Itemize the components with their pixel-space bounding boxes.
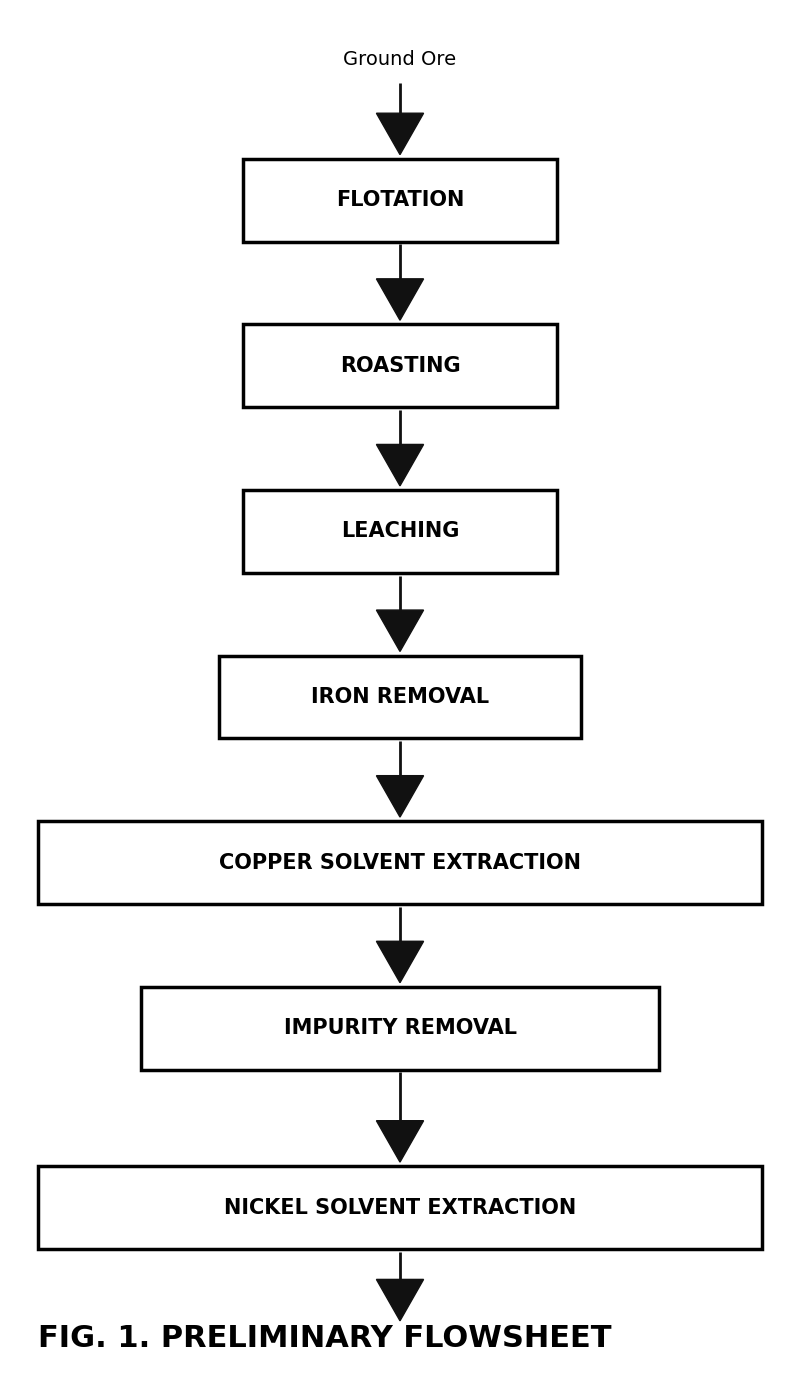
Bar: [242, 325, 558, 407]
Polygon shape: [377, 1121, 423, 1163]
Text: FLOTATION: FLOTATION: [336, 190, 464, 210]
Text: COPPER SOLVENT EXTRACTION: COPPER SOLVENT EXTRACTION: [219, 853, 581, 873]
Bar: [38, 1167, 762, 1249]
Polygon shape: [377, 279, 423, 321]
Bar: [219, 655, 581, 739]
Polygon shape: [377, 1280, 423, 1320]
Polygon shape: [377, 445, 423, 487]
Bar: [242, 159, 558, 241]
Text: Ground Ore: Ground Ore: [343, 50, 457, 70]
Polygon shape: [377, 775, 423, 817]
Text: NICKEL SOLVENT EXTRACTION: NICKEL SOLVENT EXTRACTION: [224, 1197, 576, 1217]
Text: ROASTING: ROASTING: [340, 355, 460, 376]
Polygon shape: [377, 611, 423, 651]
Polygon shape: [377, 113, 423, 155]
Bar: [242, 489, 558, 573]
Polygon shape: [377, 941, 423, 983]
Text: IRON REMOVAL: IRON REMOVAL: [311, 687, 489, 707]
Text: FIG. 1. PRELIMINARY FLOWSHEET: FIG. 1. PRELIMINARY FLOWSHEET: [38, 1323, 612, 1352]
Bar: [38, 821, 762, 905]
Text: LEACHING: LEACHING: [341, 521, 459, 541]
Text: IMPURITY REMOVAL: IMPURITY REMOVAL: [283, 1018, 517, 1039]
Bar: [141, 987, 659, 1069]
